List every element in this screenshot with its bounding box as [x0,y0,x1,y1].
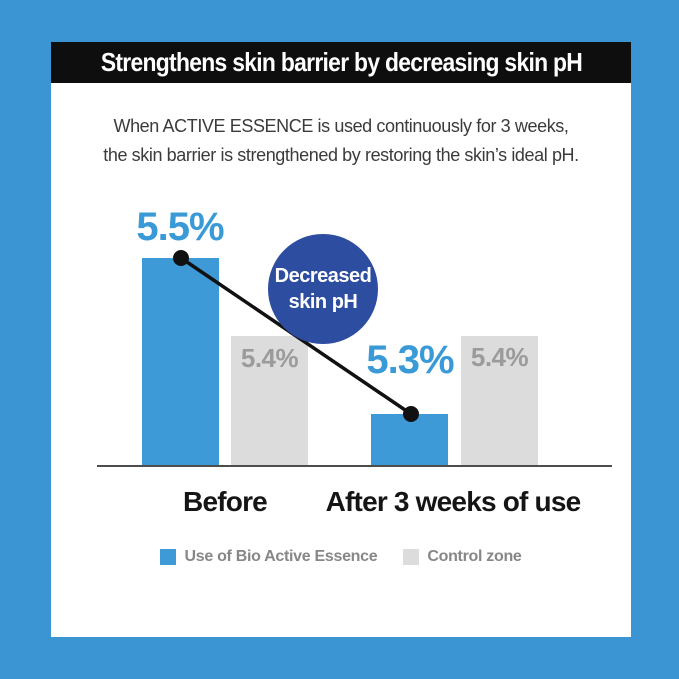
category-label-after: After 3 weeks of use [325,486,582,517]
legend-item-control: Control zone [403,548,522,566]
legend-label-control: Control zone [427,548,522,565]
subtitle: When ACTIVE ESSENCE is used continuously… [51,112,631,170]
legend-swatch-blue [160,549,177,565]
legend-swatch-gray [403,549,420,565]
bar-control-zone-after-3-weeks-of-use [461,336,538,466]
badge-line-1: Decreased [274,265,372,287]
legend: Use of Bio Active Essence Control zone [51,548,631,566]
value-label-essence-before: 5.5% [136,205,224,249]
page-title: Strengthens skin barrier by decreasing s… [100,47,582,77]
legend-item-essence: Use of Bio Active Essence [160,548,378,566]
value-label-essence-after: 5.3% [366,338,454,382]
legend-label-essence: Use of Bio Active Essence [184,548,378,565]
category-label-before: Before [183,486,268,517]
value-label-control-after: 5.4% [470,342,529,372]
x-axis-line [97,465,612,467]
title-banner: Strengthens skin barrier by decreasing s… [51,42,631,83]
decreased-ph-badge: Decreased skin pH [268,234,378,344]
subtitle-line-2: the skin barrier is strengthened by rest… [103,145,579,165]
value-label-control-before: 5.4% [240,343,299,373]
badge-line-2: skin pH [288,291,358,313]
bar-use-of-bio-active-essence-after-3-weeks-of-use [371,414,448,466]
bar-use-of-bio-active-essence-before [142,258,219,466]
subtitle-line-1: When ACTIVE ESSENCE is used continuously… [113,116,569,136]
